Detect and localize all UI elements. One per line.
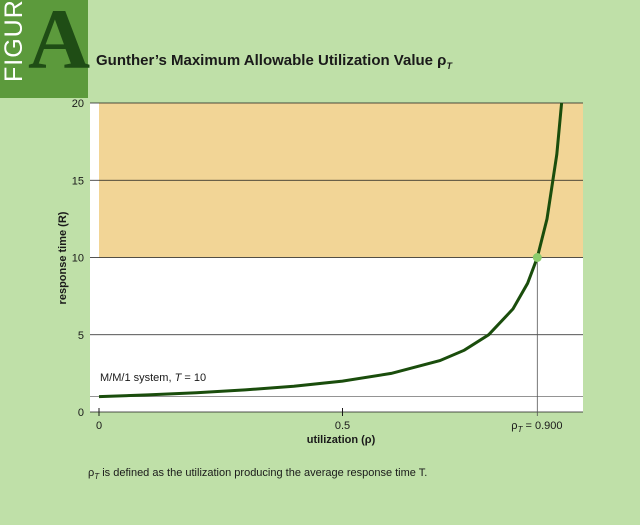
- y-tick-label: 10: [72, 253, 84, 265]
- x-special-tick-label: ρT = 0.900: [511, 420, 562, 434]
- y-axis-label: response time (R): [57, 211, 69, 304]
- y-tick-label: 5: [78, 330, 84, 342]
- highlight-point: [532, 253, 542, 262]
- annotation-var: T: [175, 372, 183, 384]
- annotation-value: = 10: [181, 372, 206, 384]
- y-tick-label: 15: [72, 175, 84, 187]
- figure-badge: FIGURE A: [0, 0, 91, 98]
- annotation-text: M/M/1 system,: [100, 372, 175, 384]
- x-tick-label: 0.5: [335, 420, 350, 432]
- chart-title-text: Gunther’s Maximum Allowable Utilization …: [96, 52, 447, 69]
- x-tick-label: 0: [96, 420, 102, 432]
- figure-letter: A: [28, 0, 91, 87]
- chart-annotation: M/M/1 system, T = 10: [100, 372, 206, 384]
- x-tick-labels: 0 0.5 ρT = 0.900: [96, 257, 563, 434]
- x-special-tick-symbol: ρ: [511, 420, 517, 432]
- y-tick-label: 0: [78, 407, 84, 419]
- x-special-tick-subscript: T: [518, 425, 524, 434]
- footnote: ρT is defined as the utilization produci…: [88, 467, 427, 481]
- footnote-subscript: T: [94, 472, 100, 482]
- chart-title-subscript: T: [446, 61, 452, 71]
- footnote-symbol: ρ: [88, 467, 95, 479]
- chart-title: Gunther’s Maximum Allowable Utilization …: [96, 52, 452, 71]
- x-special-tick-value: = 0.900: [522, 420, 562, 432]
- series-curve: [98, 102, 564, 399]
- x-axis-label: utilization (ρ): [307, 434, 376, 446]
- footnote-text: is defined as the utilization producing …: [99, 467, 428, 479]
- y-tick-label: 20: [72, 98, 84, 110]
- y-tick-labels: 0 5 10 15 20: [72, 98, 84, 419]
- gridlines: [90, 102, 583, 413]
